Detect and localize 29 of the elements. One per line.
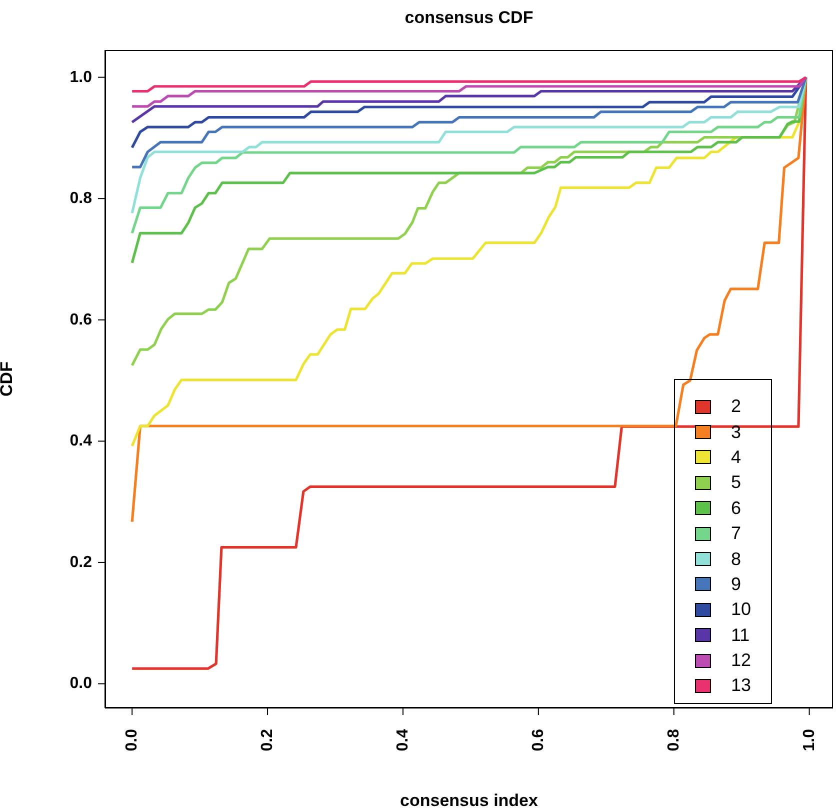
legend-label: 13 — [731, 675, 752, 696]
y-axis-title: CDF — [0, 362, 16, 396]
x-tick-label: 0.6 — [530, 728, 547, 752]
x-tick-label: 0.2 — [259, 728, 276, 752]
x-tick-label: 1.0 — [800, 728, 818, 752]
legend-label: 5 — [731, 472, 742, 494]
legend-label: 11 — [731, 624, 751, 646]
x-tick-label: 0.8 — [665, 728, 682, 752]
legend-label: 2 — [731, 396, 742, 418]
line-series — [130, 76, 808, 108]
legend-label: 6 — [731, 498, 742, 519]
legend-label: 10 — [731, 599, 752, 620]
line-series — [130, 76, 808, 93]
x-tick-label: 0.0 — [124, 728, 141, 752]
y-tick-label: 0.6 — [70, 311, 92, 328]
y-tick-label: 0.0 — [70, 675, 92, 692]
x-axis-title: consensus index — [400, 791, 539, 808]
y-tick-label: 0.4 — [70, 432, 92, 450]
y-tick-label: 0.8 — [70, 190, 92, 208]
legend-label: 8 — [731, 548, 742, 570]
y-tick-label: 1.0 — [70, 68, 92, 86]
legend-label: 7 — [731, 523, 742, 544]
legend-label: 12 — [731, 650, 752, 672]
line-series — [130, 76, 808, 168]
legend-label: 9 — [731, 574, 742, 595]
x-tick-label: 0.4 — [394, 728, 412, 752]
chart-title: consensus CDF — [404, 8, 534, 28]
legend-label: 4 — [731, 446, 742, 468]
y-tick-label: 0.2 — [70, 554, 92, 571]
